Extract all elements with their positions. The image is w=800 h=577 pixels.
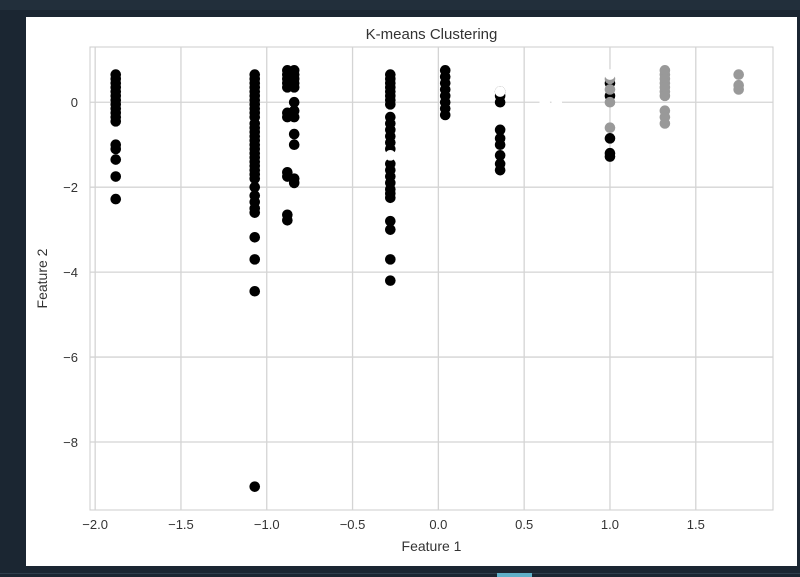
data-point: [604, 133, 616, 144]
data-point: [494, 86, 506, 97]
data-point: [494, 96, 506, 108]
x-axis-label: Feature 1: [402, 538, 462, 554]
data-point: [385, 275, 396, 286]
data-point: [385, 215, 396, 227]
data-point: [604, 69, 616, 80]
y-tick-label: −2: [63, 180, 78, 195]
data-point: [282, 215, 293, 226]
data-point: [385, 254, 396, 265]
chart-title: K-means Clustering: [366, 26, 498, 43]
y-tick-label: 0: [71, 95, 78, 110]
data-point: [110, 171, 122, 182]
scroll-indicator[interactable]: [497, 573, 532, 577]
data-point: [249, 231, 261, 243]
x-tick-label: 1.0: [601, 517, 619, 532]
y-tick-label: −8: [63, 435, 78, 450]
data-point: [494, 164, 506, 176]
data-point: [733, 84, 744, 95]
x-tick-label: −1.5: [168, 517, 194, 532]
data-point: [110, 154, 122, 165]
data-point: [733, 69, 744, 80]
data-point: [551, 96, 563, 108]
data-point: [288, 177, 300, 189]
grid-lines: [90, 47, 773, 510]
data-points: [110, 65, 744, 492]
window-bottom-divider: [0, 573, 800, 574]
data-point: [604, 122, 616, 134]
x-tick-label: 1.5: [687, 517, 705, 532]
x-tick-label: −1.0: [254, 517, 280, 532]
data-point: [659, 90, 671, 102]
tick-labels: −2.0 −1.5 −1.0 −0.5 0.0 0.5 1.0 1.5 −8 −6 −4 −2 0: [63, 95, 705, 532]
data-point: [494, 139, 506, 150]
data-point: [385, 99, 396, 110]
data-point: [385, 192, 396, 204]
data-point: [249, 285, 261, 297]
data-point: [604, 151, 616, 162]
data-point: [110, 193, 122, 205]
x-tick-label: −0.5: [340, 517, 366, 532]
window-top-strip: [0, 0, 800, 10]
window-bottom-strip: [0, 566, 800, 577]
plot-area: [89, 46, 774, 511]
data-point: [288, 82, 300, 93]
data-point: [385, 150, 396, 161]
data-point: [385, 224, 396, 235]
data-point: [659, 118, 671, 129]
y-tick-label: −6: [63, 350, 78, 365]
data-point: [539, 96, 551, 108]
x-tick-label: −2.0: [82, 517, 108, 532]
x-tick-label: 0.5: [515, 517, 533, 532]
data-point: [288, 139, 300, 150]
y-axis-label: Feature 2: [34, 248, 50, 308]
data-point: [249, 254, 261, 265]
data-point: [249, 481, 261, 492]
data-point: [288, 96, 300, 108]
data-point: [249, 173, 261, 184]
data-point: [110, 116, 122, 127]
data-point: [110, 143, 122, 155]
data-point: [249, 181, 261, 193]
data-point: [288, 128, 300, 140]
data-point: [604, 96, 616, 108]
data-point: [604, 84, 616, 95]
data-point: [288, 111, 300, 123]
y-tick-label: −4: [63, 265, 78, 280]
data-point: [439, 109, 451, 121]
data-point: [494, 124, 506, 136]
data-point: [249, 207, 261, 218]
data-point: [494, 150, 506, 161]
x-tick-label: 0.0: [429, 517, 447, 532]
